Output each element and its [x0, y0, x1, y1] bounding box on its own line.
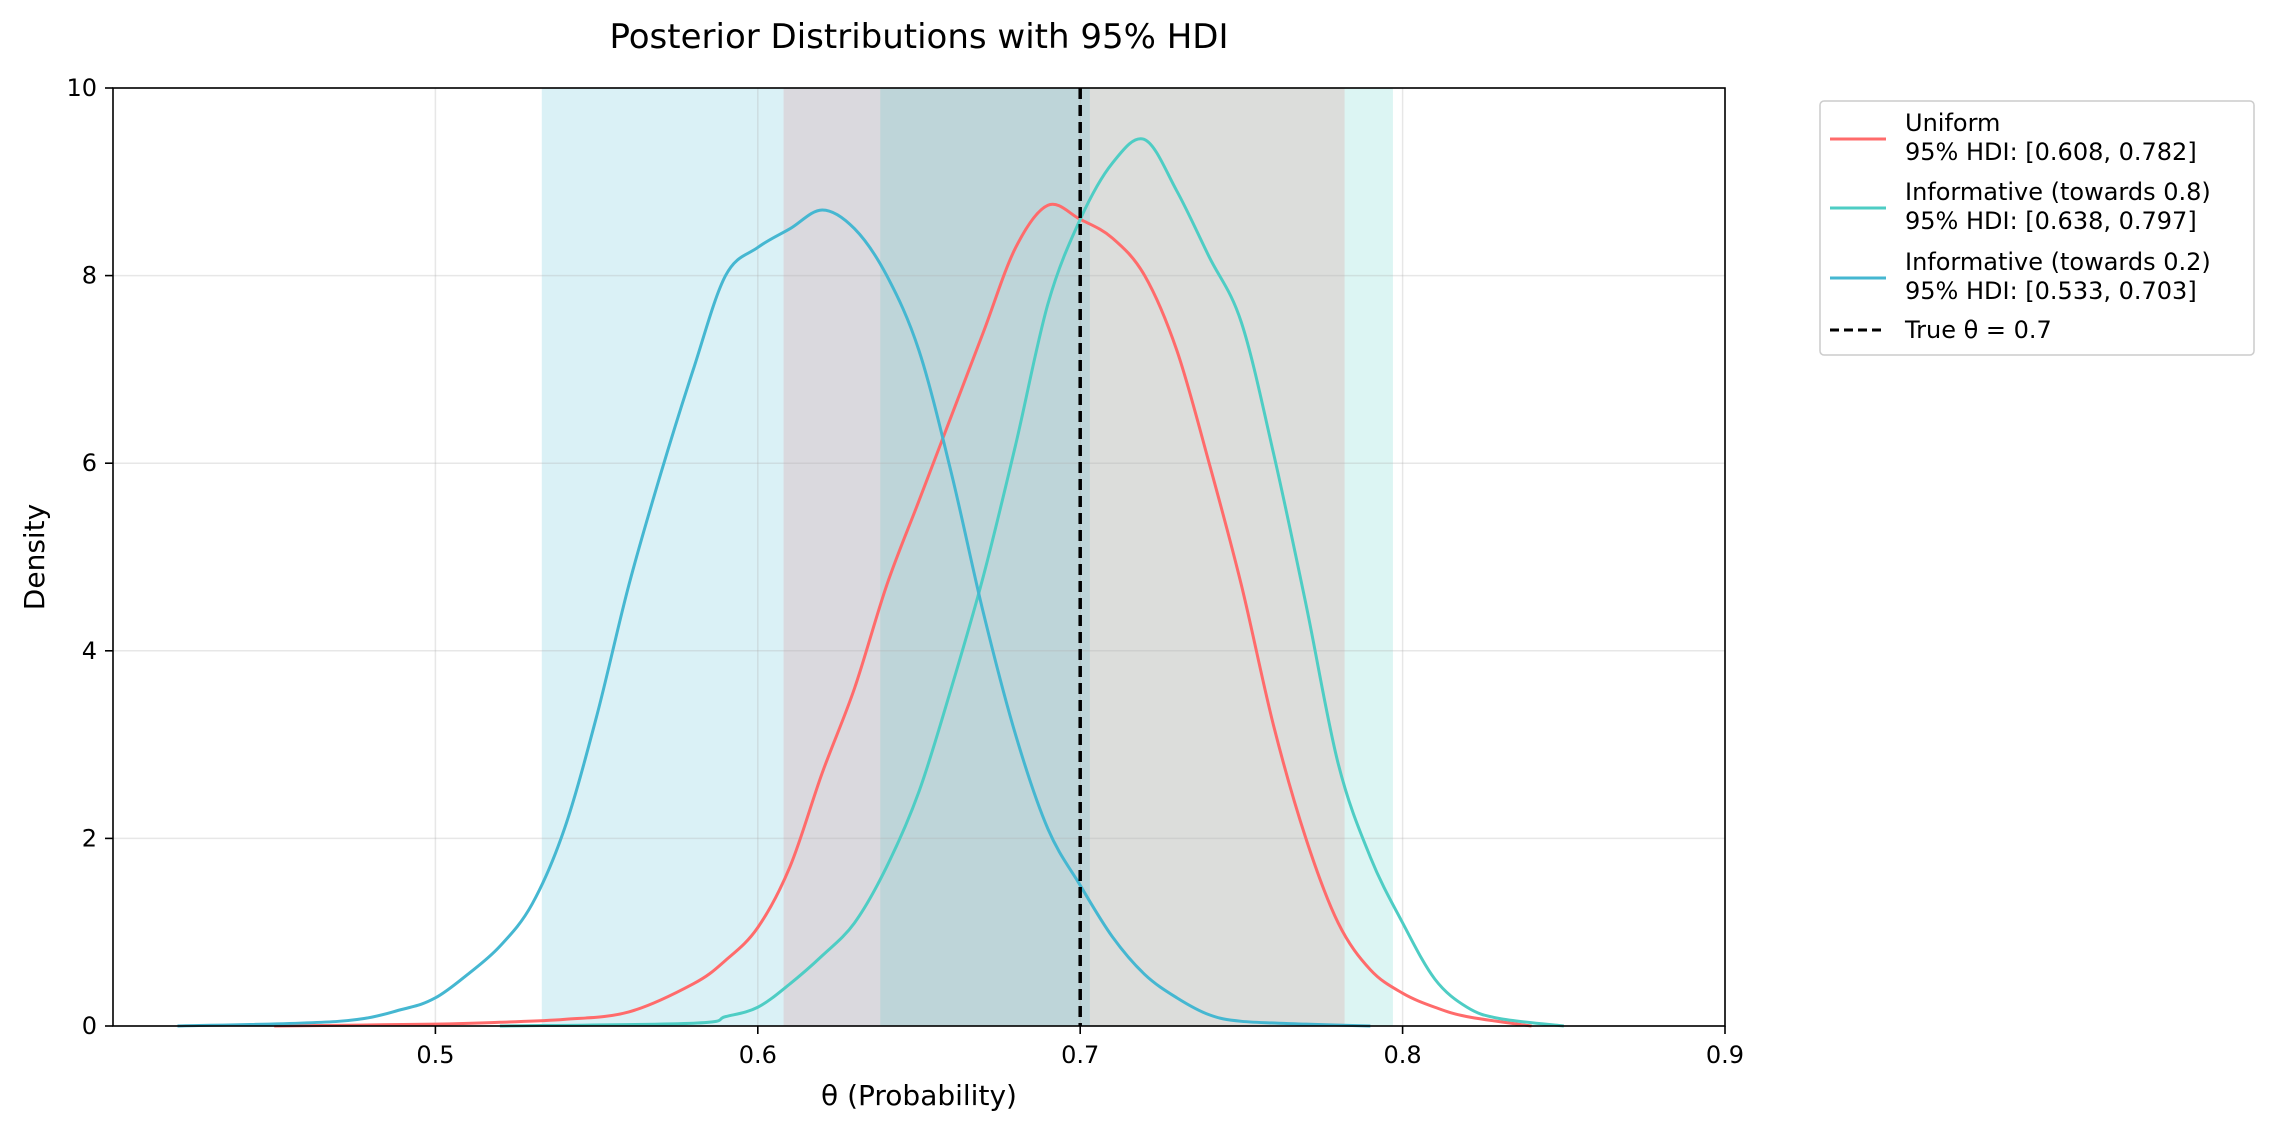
- y-tick-label: 0: [82, 1012, 97, 1040]
- y-tick-label: 2: [82, 824, 97, 852]
- y-axis-label: Density: [18, 504, 51, 610]
- y-tick-label: 6: [82, 449, 97, 477]
- x-axis-ticks: 0.5 0.6 0.7 0.8 0.9: [416, 1026, 1744, 1069]
- y-tick-label: 4: [82, 637, 97, 665]
- density-curve-informative-towards-0-2: [177, 208, 1371, 1028]
- legend-hdi-uniform: 95% HDI: [0.608, 0.782]: [1905, 138, 2197, 166]
- legend-hdi-informative-02: 95% HDI: [0.533, 0.703]: [1905, 277, 2197, 305]
- legend-label-informative-08: Informative (towards 0.8): [1905, 178, 2211, 206]
- x-axis-label: θ (Probability): [821, 1079, 1017, 1112]
- chart-title: Posterior Distributions with 95% HDI: [609, 17, 1228, 57]
- x-tick-label: 0.8: [1384, 1041, 1422, 1069]
- x-tick-label: 0.6: [739, 1041, 777, 1069]
- legend-label-uniform: Uniform: [1905, 109, 2000, 137]
- y-axis-ticks: 0 2 4 6 8 10: [66, 74, 113, 1040]
- legend-label-informative-02: Informative (towards 0.2): [1905, 248, 2211, 276]
- y-tick-label: 10: [66, 74, 97, 102]
- legend: Uniform 95% HDI: [0.608, 0.782] Informat…: [1819, 100, 2255, 356]
- x-tick-label: 0.5: [416, 1041, 454, 1069]
- density-curve-informative-towards-0-8: [499, 137, 1564, 1028]
- legend-label-true-theta: True θ = 0.7: [1904, 316, 2052, 344]
- hdi-band-uniform: [783, 88, 1345, 1026]
- density-curve-uniform: [274, 202, 1532, 1028]
- legend-frame: [1819, 100, 2255, 356]
- legend-hdi-informative-08: 95% HDI: [0.638, 0.797]: [1905, 207, 2197, 235]
- hdi-band-informative-towards-0-2: [541, 88, 1090, 1026]
- y-tick-label: 8: [82, 262, 97, 290]
- plot-frame: [112, 87, 1726, 1027]
- x-tick-label: 0.9: [1706, 1041, 1744, 1069]
- density-curves: [177, 137, 1564, 1028]
- hdi-band-informative-towards-0-8: [880, 88, 1393, 1026]
- hdi-bands: [541, 88, 1393, 1026]
- x-tick-label: 0.7: [1061, 1041, 1099, 1069]
